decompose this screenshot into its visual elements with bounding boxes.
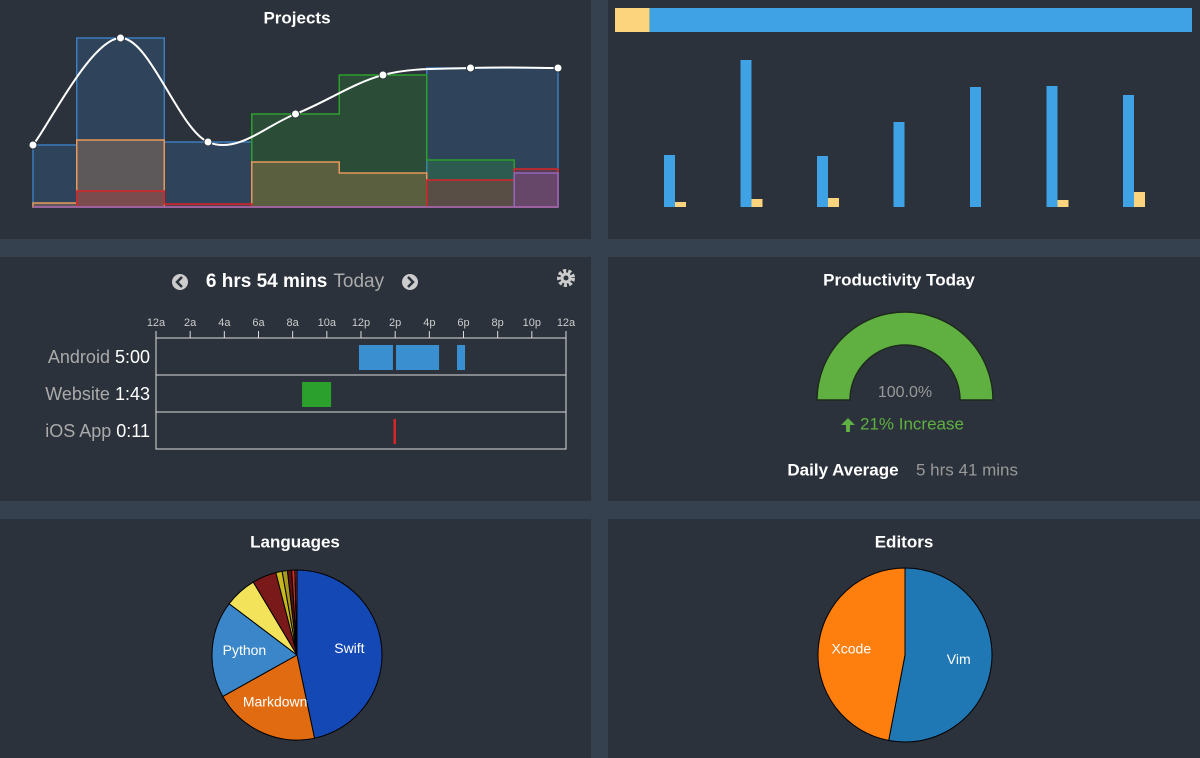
- total-time: 6 hrs 54 mins: [206, 271, 327, 292]
- tick-label: 8p: [492, 317, 504, 329]
- prev-button[interactable]: [172, 274, 188, 290]
- duration: 0:11: [116, 421, 150, 441]
- gauge-label: 100.0%: [878, 384, 932, 401]
- total-point: [291, 109, 300, 119]
- total-point: [116, 33, 125, 43]
- duration: 1:43: [115, 384, 150, 404]
- time-segment: [302, 382, 332, 407]
- total-point: [28, 140, 38, 150]
- tick-label: 10p: [523, 317, 541, 329]
- activity-bar: [817, 156, 828, 207]
- panel: [0, 257, 591, 501]
- slice-label: Xcode: [831, 641, 871, 657]
- timeline-header: 6 hrs 54 mins Today: [206, 271, 385, 292]
- average-label: Daily Average: [787, 460, 898, 479]
- tick-label: 4p: [423, 317, 435, 329]
- tick-label: 6a: [252, 317, 265, 329]
- pie-slice: [296, 569, 383, 739]
- activity-bar: [1057, 200, 1069, 207]
- activity-bar: [828, 198, 839, 207]
- project-area: [33, 172, 559, 208]
- activity-bar: [740, 60, 752, 207]
- share-bar: [649, 8, 1192, 32]
- total-point: [466, 63, 475, 73]
- tick-label: 8a: [287, 317, 300, 329]
- activity-bar: [751, 199, 763, 207]
- pie-slice: [817, 567, 906, 742]
- tick-label: 2p: [389, 317, 401, 329]
- activity-bar: [675, 202, 686, 207]
- time-segment: [396, 345, 440, 370]
- pie-slice: [888, 567, 993, 743]
- change: 21% Increase: [860, 414, 964, 433]
- slice-label: Python: [223, 642, 267, 658]
- tick-label: 12a: [557, 317, 576, 329]
- total-point: [553, 63, 563, 73]
- tick-label: 12p: [352, 317, 370, 329]
- pie-slice: [294, 569, 298, 656]
- panel: [0, 0, 591, 239]
- average: 5 hrs 41 mins: [916, 460, 1018, 479]
- next-button[interactable]: [402, 274, 418, 290]
- tick-label: 6p: [457, 317, 469, 329]
- pie-slice: [211, 603, 298, 698]
- total-point: [378, 70, 388, 80]
- settings-button[interactable]: [557, 269, 575, 287]
- gauge: [816, 311, 994, 401]
- duration: 5:00: [115, 347, 150, 367]
- project-name: Android: [48, 347, 110, 367]
- up-arrow: [841, 418, 855, 432]
- total-point: [203, 137, 213, 147]
- activity-bar: [970, 87, 981, 207]
- panel-title: Editors: [875, 532, 934, 551]
- panel-title: Languages: [250, 532, 340, 551]
- tick-label: 10a: [318, 317, 337, 329]
- slice-label: Vim: [947, 651, 971, 667]
- tick-label: 2a: [184, 317, 197, 329]
- activity-bar: [1134, 192, 1145, 207]
- period: Today: [333, 271, 384, 292]
- tick-label: 4a: [218, 317, 231, 329]
- slice-label: Markdown: [243, 694, 308, 710]
- tick-label: 12a: [147, 317, 166, 329]
- share-bar: [615, 8, 650, 32]
- time-segment: [393, 419, 397, 444]
- panel-title: Projects: [263, 8, 330, 27]
- slice-label: Swift: [334, 640, 364, 656]
- activity-bar: [893, 122, 905, 207]
- activity-bar: [664, 155, 675, 207]
- activity-bar: [1123, 95, 1134, 207]
- row-label: iOS App 0:11: [45, 421, 150, 441]
- project-name: iOS App: [45, 421, 111, 441]
- time-segment: [457, 345, 466, 370]
- time-segment: [358, 345, 393, 370]
- activity-bar: [1046, 86, 1058, 207]
- row-label: Android 5:00: [48, 347, 150, 367]
- pie-slice: [222, 654, 316, 741]
- panel-title: Productivity Today: [823, 270, 975, 289]
- row-box: [155, 411, 567, 450]
- row-label: Website 1:43: [45, 384, 150, 404]
- panel: [608, 257, 1200, 501]
- project-name: Website: [45, 384, 110, 404]
